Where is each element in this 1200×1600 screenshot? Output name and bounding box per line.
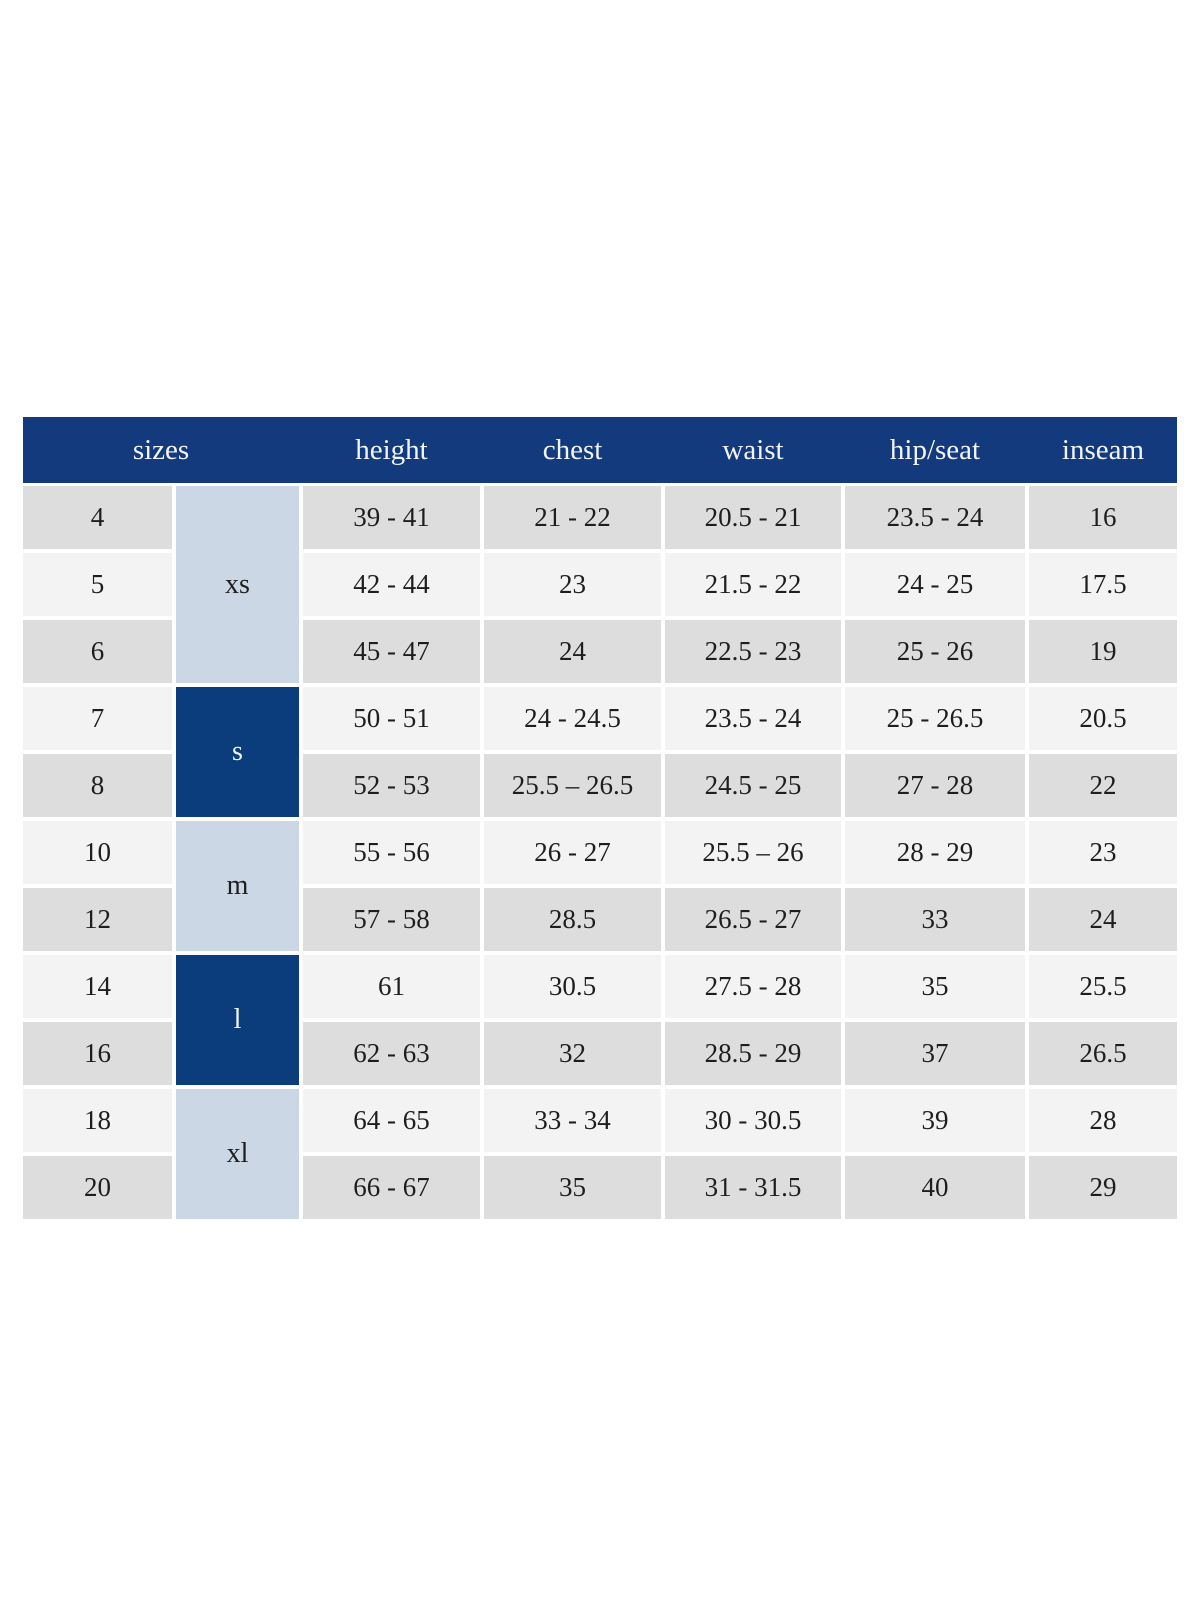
hip-seat-cell: 39 xyxy=(845,1089,1025,1152)
size-group-xl: xl xyxy=(176,1089,299,1219)
size-cell: 7 xyxy=(23,687,172,750)
waist-cell: 21.5 - 22 xyxy=(665,553,841,616)
hip-seat-cell: 25 - 26.5 xyxy=(845,687,1025,750)
chest-cell: 30.5 xyxy=(484,955,661,1018)
height-cell: 39 - 41 xyxy=(303,486,480,549)
hip-seat-cell: 37 xyxy=(845,1022,1025,1085)
size-cell: 8 xyxy=(23,754,172,817)
inseam-cell: 20.5 xyxy=(1029,687,1177,750)
size-group-xs: xs xyxy=(176,486,299,683)
hip-seat-cell: 35 xyxy=(845,955,1025,1018)
chest-cell: 23 xyxy=(484,553,661,616)
header-height: height xyxy=(355,434,428,466)
size-group-m: m xyxy=(176,821,299,951)
waist-cell: 31 - 31.5 xyxy=(665,1156,841,1219)
header-hip-seat: hip/seat xyxy=(889,434,981,466)
chest-cell: 24 - 24.5 xyxy=(484,687,661,750)
hip-seat-cell: 28 - 29 xyxy=(845,821,1025,884)
chest-cell: 24 xyxy=(484,620,661,683)
waist-cell: 24.5 - 25 xyxy=(665,754,841,817)
size-cell: 20 xyxy=(23,1156,172,1219)
size-chart-table: sizes height chest waist hip/seat inseam… xyxy=(23,417,1177,1219)
chest-cell: 25.5 – 26.5 xyxy=(484,754,661,817)
height-cell: 62 - 63 xyxy=(303,1022,480,1085)
inseam-cell: 19 xyxy=(1029,620,1177,683)
hip-seat-cell: 40 xyxy=(845,1156,1025,1219)
chest-cell: 21 - 22 xyxy=(484,486,661,549)
size-group-s: s xyxy=(176,687,299,817)
chest-cell: 28.5 xyxy=(484,888,661,951)
inseam-cell: 17.5 xyxy=(1029,553,1177,616)
size-cell: 12 xyxy=(23,888,172,951)
waist-cell: 22.5 - 23 xyxy=(665,620,841,683)
size-cell: 6 xyxy=(23,620,172,683)
hip-seat-cell: 33 xyxy=(845,888,1025,951)
size-cell: 18 xyxy=(23,1089,172,1152)
table-header-row: sizes height chest waist hip/seat inseam xyxy=(23,417,1177,483)
height-cell: 57 - 58 xyxy=(303,888,480,951)
size-cell: 5 xyxy=(23,553,172,616)
hip-seat-cell: 25 - 26 xyxy=(845,620,1025,683)
hip-seat-cell: 27 - 28 xyxy=(845,754,1025,817)
inseam-cell: 22 xyxy=(1029,754,1177,817)
size-group-l: l xyxy=(176,955,299,1085)
waist-cell: 26.5 - 27 xyxy=(665,888,841,951)
inseam-cell: 24 xyxy=(1029,888,1177,951)
waist-cell: 27.5 - 28 xyxy=(665,955,841,1018)
size-cell: 14 xyxy=(23,955,172,1018)
height-cell: 52 - 53 xyxy=(303,754,480,817)
inseam-cell: 28 xyxy=(1029,1089,1177,1152)
inseam-cell: 25.5 xyxy=(1029,955,1177,1018)
height-cell: 61 xyxy=(303,955,480,1018)
chest-cell: 26 - 27 xyxy=(484,821,661,884)
size-cell: 4 xyxy=(23,486,172,549)
inseam-cell: 23 xyxy=(1029,821,1177,884)
chest-cell: 35 xyxy=(484,1156,661,1219)
header-waist: waist xyxy=(722,434,784,466)
waist-cell: 23.5 - 24 xyxy=(665,687,841,750)
waist-cell: 20.5 - 21 xyxy=(665,486,841,549)
waist-cell: 28.5 - 29 xyxy=(665,1022,841,1085)
table-body: xs s m l xl 4 39 - 41 21 - 22 20.5 - 21 … xyxy=(23,486,1177,1219)
header-sizes: sizes xyxy=(132,434,190,466)
hip-seat-cell: 24 - 25 xyxy=(845,553,1025,616)
inseam-cell: 16 xyxy=(1029,486,1177,549)
inseam-cell: 29 xyxy=(1029,1156,1177,1219)
waist-cell: 30 - 30.5 xyxy=(665,1089,841,1152)
chest-cell: 32 xyxy=(484,1022,661,1085)
height-cell: 45 - 47 xyxy=(303,620,480,683)
height-cell: 66 - 67 xyxy=(303,1156,480,1219)
header-inseam: inseam xyxy=(1061,434,1145,466)
height-cell: 55 - 56 xyxy=(303,821,480,884)
height-cell: 42 - 44 xyxy=(303,553,480,616)
size-cell: 10 xyxy=(23,821,172,884)
height-cell: 64 - 65 xyxy=(303,1089,480,1152)
chest-cell: 33 - 34 xyxy=(484,1089,661,1152)
waist-cell: 25.5 – 26 xyxy=(665,821,841,884)
size-cell: 16 xyxy=(23,1022,172,1085)
height-cell: 50 - 51 xyxy=(303,687,480,750)
hip-seat-cell: 23.5 - 24 xyxy=(845,486,1025,549)
inseam-cell: 26.5 xyxy=(1029,1022,1177,1085)
header-chest: chest xyxy=(542,434,603,466)
